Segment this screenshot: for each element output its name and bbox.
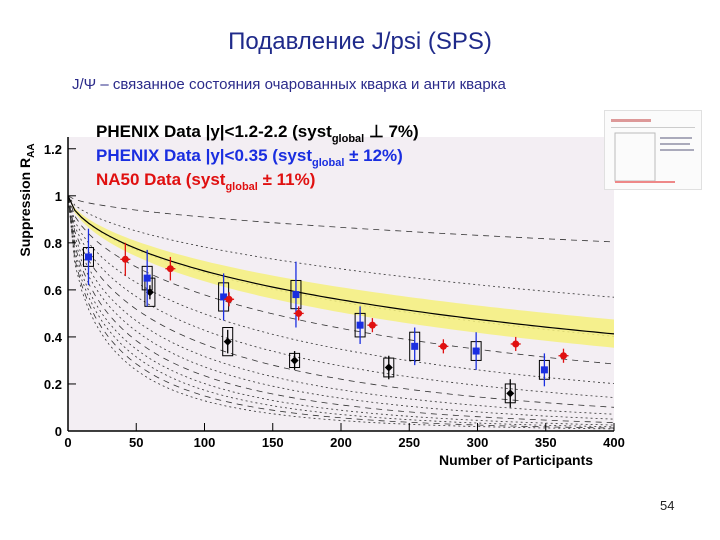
legend-sym: ⊥ 7%) xyxy=(364,122,419,141)
model-curve xyxy=(67,195,615,429)
axes: 0 50 100 150 200 250 300 350 400 0 0.2 0.4 0.6 0.8 1 1.… xyxy=(44,137,625,450)
legend-sub: global xyxy=(332,133,364,145)
data-point xyxy=(354,306,366,344)
data-point xyxy=(470,332,482,370)
y-tick-label: 0.6 xyxy=(44,283,62,298)
x-tick-label: 50 xyxy=(129,435,143,450)
model-curve xyxy=(67,195,615,365)
legend-text: NA50 Data (syst xyxy=(96,170,226,189)
model-curve xyxy=(67,195,615,298)
data-point xyxy=(289,351,301,370)
x-axis-label: Number of Participants xyxy=(439,452,593,468)
legend: PHENIX Data |y|<1.2-2.2 (systglobal ⊥ 7%… xyxy=(96,122,419,193)
model-curve xyxy=(67,195,615,423)
legend-entry: NA50 Data (systglobal ± 11%) xyxy=(96,170,315,193)
data-point xyxy=(409,327,421,366)
data-point xyxy=(558,348,569,363)
syst-box xyxy=(222,327,234,357)
y-tick-label: 1 xyxy=(55,189,62,204)
square-marker xyxy=(84,253,92,261)
legend-entry: PHENIX Data |y|<0.35 (systglobal ± 12%) xyxy=(96,146,403,169)
diamond-marker xyxy=(223,337,232,346)
legend-sub: global xyxy=(225,181,257,193)
x-tick-label: 250 xyxy=(398,435,420,450)
x-tick-label: 100 xyxy=(194,435,216,450)
legend-text: PHENIX Data |y|<1.2-2.2 (syst xyxy=(96,122,332,141)
y-tick-label: 0.2 xyxy=(44,377,62,392)
slide-title: Подавление J/psi (SPS) xyxy=(228,28,492,55)
diamond-marker xyxy=(506,389,515,398)
model-curve xyxy=(67,195,615,430)
data-point xyxy=(82,228,94,286)
model-curve xyxy=(67,195,615,243)
data-point xyxy=(538,353,550,387)
model-curve xyxy=(67,195,615,408)
x-tick-label: 350 xyxy=(535,435,557,450)
y-axis-label-main: Suppression R xyxy=(17,158,33,257)
data-point xyxy=(367,318,378,333)
data-point xyxy=(141,249,153,307)
plot-background xyxy=(68,137,614,431)
model-curve xyxy=(67,195,615,426)
data-point xyxy=(504,379,516,408)
page-number: 54 xyxy=(660,498,675,513)
data-point xyxy=(383,355,395,380)
data-points xyxy=(82,228,569,408)
y-tick-label: 1.2 xyxy=(44,142,62,157)
data-point xyxy=(224,292,235,307)
square-marker xyxy=(356,321,364,329)
square-marker xyxy=(540,366,548,374)
x-tick-label: 200 xyxy=(330,435,352,450)
x-tick-label: 300 xyxy=(467,435,489,450)
y-axis-label: Suppression RAA xyxy=(17,143,37,256)
x-tick-label: 0 xyxy=(64,435,71,450)
square-marker xyxy=(143,274,151,282)
data-point xyxy=(120,242,131,276)
slide-subtitle: J/Ψ – связанное состояния очарованных кв… xyxy=(72,76,506,93)
x-tick-label: 400 xyxy=(603,435,625,450)
diamond-marker xyxy=(384,363,393,372)
y-tick-label: 0 xyxy=(55,424,62,439)
diamond-marker xyxy=(290,356,299,365)
theory-band xyxy=(68,195,614,348)
model-curve xyxy=(67,195,615,384)
data-point xyxy=(222,327,234,357)
legend-sym: ± 11%) xyxy=(258,170,316,189)
model-curve xyxy=(67,195,615,415)
data-point xyxy=(293,306,304,321)
suppression-chart: 0 50 100 150 200 250 300 350 400 0 0.2 0.4 0.6 0.8 1 1.… xyxy=(17,122,625,468)
square-marker xyxy=(220,293,228,301)
legend-sym: ± 12%) xyxy=(344,146,402,165)
data-point xyxy=(165,256,176,281)
legend-text: PHENIX Data |y|<0.35 (syst xyxy=(96,146,312,165)
x-tick-label: 150 xyxy=(262,435,284,450)
y-tick-label: 0.4 xyxy=(44,330,63,345)
data-point xyxy=(438,339,449,354)
data-point xyxy=(510,336,521,352)
legend-sub: global xyxy=(312,157,344,169)
legend-entry: PHENIX Data |y|<1.2-2.2 (systglobal ⊥ 7%… xyxy=(96,122,419,145)
square-marker xyxy=(411,342,419,350)
y-axis-label-sub: AA xyxy=(26,143,37,157)
theory-curve xyxy=(67,195,615,335)
square-marker xyxy=(292,291,300,299)
square-marker xyxy=(472,347,480,355)
data-point xyxy=(290,261,302,328)
model-curve xyxy=(67,195,615,428)
y-tick-label: 0.8 xyxy=(44,236,62,251)
inset-thumbnail xyxy=(604,110,702,190)
